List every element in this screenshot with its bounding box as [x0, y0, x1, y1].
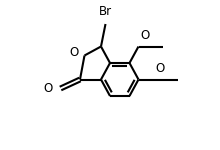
Text: O: O	[69, 46, 79, 59]
Text: O: O	[155, 62, 164, 75]
Text: Br: Br	[99, 5, 112, 18]
Text: O: O	[44, 82, 53, 95]
Text: O: O	[140, 29, 149, 42]
